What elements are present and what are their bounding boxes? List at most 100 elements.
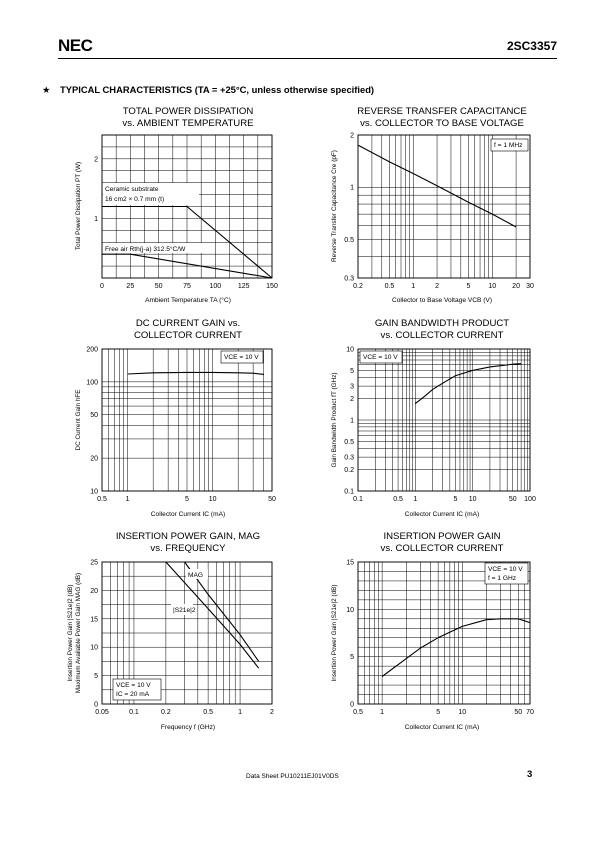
chart3-subtitle: COLLECTOR CURRENT — [134, 330, 242, 341]
chart1-xtick-label: 150 — [266, 283, 278, 290]
chart5-ylabel: Maximum Available Power Gain MAG (dB) — [75, 573, 82, 693]
chart3-series-1-line — [127, 371, 264, 375]
chart4-ytick-label: 3 — [350, 384, 354, 391]
chart1-note-freeair: Free air Rth(j-a) 312.5°C/W — [105, 245, 186, 253]
page-number: 3 — [527, 769, 533, 780]
chart4-ytick-label: 0.2 — [344, 467, 354, 474]
chart5-note-bias-box — [112, 678, 162, 701]
chart3-note-box — [220, 350, 264, 364]
chart6-xtick-label: 10 — [458, 709, 466, 716]
chart2-xtick-label: 0.5 — [385, 283, 395, 290]
chart5-series-2-line — [165, 561, 260, 669]
chart5-note-mag-bg — [186, 569, 208, 579]
chart3-title: DC CURRENT GAIN vs. — [136, 318, 240, 329]
chart5-note-bias-text: IC = 20 mA — [116, 691, 150, 698]
chart2-title: REVERSE TRANSFER CAPACITANCE — [357, 106, 527, 117]
chart3-note-text: VCE = 10 V — [224, 354, 259, 361]
chart1-series-2-line — [102, 253, 273, 279]
chart4-ytick-label: 5 — [350, 368, 354, 375]
chart6-title: INSERTION POWER GAIN — [383, 531, 500, 542]
chart2-ytick-label: 2 — [350, 133, 354, 140]
chart6-ytick-label: 0 — [350, 702, 354, 709]
chart5-xtick-label: 0.2 — [161, 709, 171, 716]
chart1-note-ceramic: 16 cm2 × 0.7 mm (t) — [105, 196, 164, 203]
chart2-xtick-label: 0.2 — [353, 283, 363, 290]
chart4-title: GAIN BANDWIDTH PRODUCT — [375, 318, 509, 329]
chart2-xtick-label: 10 — [488, 283, 496, 290]
chart4-ytick-label: 1 — [350, 418, 354, 425]
chart4-xtick-label: 0.1 — [353, 496, 363, 503]
chart6-frame — [357, 561, 531, 705]
chart2-series-1-line — [357, 144, 517, 228]
chart6-xtick-label: 5 — [436, 709, 440, 716]
section-title: TYPICAL CHARACTERISTICS (TA = +25°C, unl… — [60, 84, 375, 95]
chart5-subtitle: vs. FREQUENCY — [150, 543, 226, 554]
chart2-ylabel: Reverse Transfer Capacitance Cre (pF) — [331, 150, 338, 262]
chart4-ytick-label: 2 — [350, 396, 354, 403]
chart1-xtick-label: 75 — [183, 283, 191, 290]
chart1-title: TOTAL POWER DISSIPATION — [123, 106, 254, 117]
chart4-note-text: VCE = 10 V — [363, 354, 398, 361]
chart1-xtick-label: 50 — [155, 283, 163, 290]
chart2-note-box — [490, 138, 529, 152]
chart2-xtick-label: 30 — [526, 283, 534, 290]
chart2-xtick-label: 1 — [411, 283, 415, 290]
chart4-note-box — [359, 350, 403, 364]
chart3-ytick-label: 50 — [90, 412, 98, 419]
chart4-ytick-label: 0.1 — [344, 489, 354, 496]
chart4-xtick-label: 1 — [413, 496, 417, 503]
chart6-note-text: VCE = 10 V — [488, 566, 523, 573]
chart5-ytick-label: 10 — [90, 645, 98, 652]
chart2-xtick-label: 5 — [467, 283, 471, 290]
chart4-xtick-label: 10 — [469, 496, 477, 503]
chart1-note-ceramic-bg — [103, 183, 199, 205]
chart5-ytick-label: 5 — [94, 673, 98, 680]
chart2-xtick-label: 20 — [512, 283, 520, 290]
chart4-xlabel: Collector Current IC (mA) — [405, 511, 479, 518]
chart2-ytick-label: 1 — [350, 185, 354, 192]
chart3-xtick-label: 0.5 — [97, 496, 107, 503]
chart6-xtick-label: 1 — [380, 709, 384, 716]
chart6-note-box — [484, 562, 529, 585]
chart5-xtick-label: 1 — [238, 709, 242, 716]
chart5-xlabel: Frequency f (GHz) — [161, 724, 215, 731]
chart4-frame — [357, 348, 531, 492]
chart6-xlabel: Collector Current IC (mA) — [405, 724, 479, 731]
chart3-ylabel: DC Current Gain hFE — [75, 389, 82, 450]
chart1-ytick-label: 2 — [94, 156, 98, 163]
section-heading: ★ TYPICAL CHARACTERISTICS (TA = +25°C, un… — [42, 84, 374, 96]
chart1-subtitle: vs. AMBIENT TEMPERATURE — [122, 118, 253, 129]
chart1-xlabel: Ambient Temperature TA (°C) — [145, 296, 231, 304]
chart5-note-s21-bg — [171, 604, 193, 615]
chart5-ytick-label: 20 — [90, 588, 98, 595]
chart1-xtick-label: 100 — [209, 283, 221, 290]
chart6-xtick-label: 50 — [514, 709, 522, 716]
revision-star-icon: ★ — [42, 84, 51, 95]
chart5-xtick-label: 2 — [270, 709, 274, 716]
chart5-ylabel: Insertion Power Gain |S21e|2 (dB) — [67, 584, 74, 681]
chart4-ytick-label: 10 — [346, 347, 354, 354]
chart2-ytick-label: 0.3 — [344, 276, 354, 283]
chart4-ylabel: Gain Bandwidth Product fT (GHz) — [331, 372, 338, 467]
chart3-ytick-label: 100 — [86, 379, 98, 386]
chart6-xtick-label: 0.5 — [353, 709, 363, 716]
chart4-subtitle: vs. COLLECTOR CURRENT — [381, 330, 504, 341]
chart3-xtick-label: 10 — [209, 496, 217, 503]
chart5-xtick-label: 0.5 — [203, 709, 213, 716]
chart6-ylabel: Insertion Power Gain |S21e|2 (dB) — [331, 584, 338, 681]
chart1-xtick-label: 25 — [126, 283, 134, 290]
chart4-xtick-label: 100 — [524, 496, 536, 503]
chart3-xtick-label: 5 — [185, 496, 189, 503]
chart5-note-bias-text: VCE = 10 V — [116, 682, 151, 689]
chart6-ytick-label: 10 — [346, 607, 354, 614]
chart6-xtick-label: 70 — [526, 709, 534, 716]
chart3-ytick-label: 20 — [90, 456, 98, 463]
chart2-ytick-label: 0.5 — [344, 237, 354, 244]
chart2-note-text: f = 1 MHz — [494, 142, 522, 149]
chart1-note-freeair-bg — [103, 243, 203, 253]
chart3-ytick-label: 200 — [86, 347, 98, 354]
chart4-ytick-label: 0.5 — [344, 439, 354, 446]
chart5-note-s21: |S21e|2 — [173, 607, 196, 614]
datasheet-number: Data Sheet PU10211EJ01V0DS — [246, 773, 339, 780]
